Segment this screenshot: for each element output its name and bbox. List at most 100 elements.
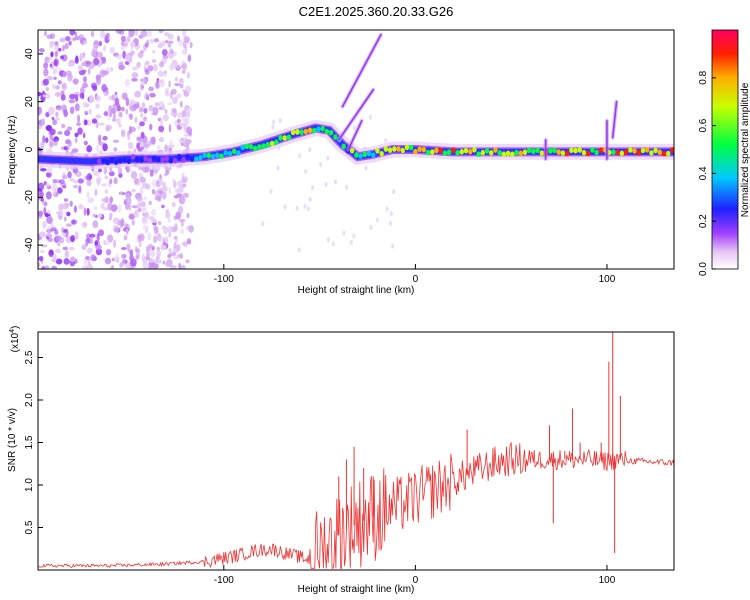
ridge-cell bbox=[189, 156, 195, 162]
noise-speck bbox=[269, 188, 273, 194]
noise-speck bbox=[303, 203, 307, 209]
chart-title: C2E1.2025.360.20.33.G26 bbox=[299, 4, 454, 19]
ridge-cell bbox=[172, 157, 178, 164]
noise-speck bbox=[53, 187, 56, 196]
ridge-cell bbox=[434, 147, 439, 154]
noise-speck bbox=[45, 92, 51, 100]
noise-speck bbox=[158, 61, 165, 68]
noise-speck bbox=[161, 40, 166, 47]
noise-speck bbox=[55, 111, 59, 118]
noise-speck bbox=[91, 49, 97, 58]
noise-speck bbox=[70, 235, 76, 243]
noise-speck bbox=[181, 264, 186, 269]
noise-speck bbox=[102, 197, 110, 204]
ridge-cell bbox=[97, 158, 102, 165]
noise-speck bbox=[349, 239, 353, 245]
noise-speck bbox=[69, 30, 76, 36]
noise-speck bbox=[139, 176, 146, 184]
noise-speck bbox=[59, 37, 66, 43]
y-axis-ticks-2: 0.5 1.0 1.5 2.0 2.5 bbox=[24, 350, 43, 534]
noise-speck bbox=[185, 259, 190, 264]
noise-speck bbox=[120, 190, 123, 196]
noise-speck bbox=[80, 40, 84, 45]
ridge-cell bbox=[160, 156, 165, 163]
noise-speck bbox=[186, 238, 191, 245]
noise-speck bbox=[95, 74, 102, 81]
noise-speck bbox=[66, 211, 71, 217]
noise-speck bbox=[146, 94, 150, 101]
noise-speck bbox=[167, 225, 173, 234]
noise-speck bbox=[182, 30, 187, 38]
noise-speck bbox=[154, 81, 161, 89]
noise-speck bbox=[131, 205, 138, 209]
noise-speck bbox=[38, 255, 44, 262]
noise-speck bbox=[89, 233, 96, 238]
noise-speck bbox=[85, 175, 89, 181]
noise-speck bbox=[63, 257, 70, 265]
noise-speck bbox=[140, 30, 148, 38]
ridge-cell bbox=[531, 148, 536, 155]
noise-speck bbox=[39, 249, 45, 254]
noise-speck bbox=[187, 54, 192, 62]
noise-speck bbox=[163, 226, 169, 235]
noise-speck bbox=[53, 76, 57, 81]
noise-speck bbox=[148, 86, 154, 92]
noise-speck bbox=[148, 105, 154, 112]
noise-speck bbox=[181, 241, 189, 246]
noise-speck bbox=[68, 99, 76, 104]
noise-speck bbox=[148, 200, 152, 206]
noise-speck bbox=[391, 243, 395, 249]
noise-speck bbox=[113, 177, 118, 185]
noise-speck bbox=[141, 102, 146, 108]
noise-speck bbox=[165, 39, 168, 44]
noise-speck bbox=[177, 35, 180, 42]
noise-speck bbox=[113, 217, 119, 224]
noise-speck bbox=[167, 33, 174, 40]
noise-speck bbox=[123, 234, 128, 241]
noise-speck bbox=[375, 217, 379, 223]
noise-speck bbox=[184, 85, 192, 93]
noise-speck bbox=[153, 235, 158, 244]
noise-speck bbox=[55, 258, 63, 265]
noise-speck bbox=[106, 32, 110, 38]
noise-speck bbox=[149, 38, 155, 44]
noise-speck bbox=[129, 41, 136, 48]
ridge-cell bbox=[122, 157, 127, 163]
noise-speck bbox=[352, 233, 356, 239]
noise-speck bbox=[104, 36, 110, 44]
noise-speck bbox=[78, 204, 84, 210]
noise-speck bbox=[179, 122, 185, 127]
noise-speck bbox=[310, 185, 314, 191]
noise-speck bbox=[178, 218, 186, 223]
colorbar-tick-label: 0.6 bbox=[698, 118, 709, 132]
noise-speck bbox=[73, 184, 78, 189]
noise-speck bbox=[45, 236, 50, 240]
noise-speck bbox=[139, 186, 144, 195]
noise-speck bbox=[164, 236, 169, 245]
noise-speck bbox=[46, 215, 53, 224]
ridge-cell bbox=[181, 157, 186, 163]
ridge-cell bbox=[392, 146, 397, 152]
noise-speck bbox=[71, 148, 79, 153]
noise-speck bbox=[92, 220, 99, 229]
noise-speck bbox=[72, 219, 76, 225]
noise-speck bbox=[306, 206, 310, 212]
colorbar-tick-label: 0.0 bbox=[698, 262, 709, 276]
ridge-cell bbox=[467, 148, 473, 155]
noise-speck bbox=[120, 247, 127, 251]
ridge-cell bbox=[476, 151, 481, 158]
noise-speck bbox=[161, 49, 168, 56]
noise-speck bbox=[84, 110, 89, 116]
noise-speck bbox=[171, 59, 178, 68]
noise-speck bbox=[67, 61, 74, 67]
noise-speck bbox=[64, 249, 70, 258]
noise-speck bbox=[94, 188, 98, 197]
noise-speck bbox=[162, 186, 169, 192]
y-axis-label-2: SNR (10 * v/v) bbox=[7, 408, 18, 472]
ridge-cell bbox=[425, 149, 431, 156]
ridge-cell bbox=[510, 151, 515, 158]
noise-speck bbox=[319, 162, 323, 168]
noise-speck bbox=[81, 62, 87, 67]
noise-speck bbox=[66, 144, 71, 151]
ridge-cell bbox=[328, 129, 334, 136]
